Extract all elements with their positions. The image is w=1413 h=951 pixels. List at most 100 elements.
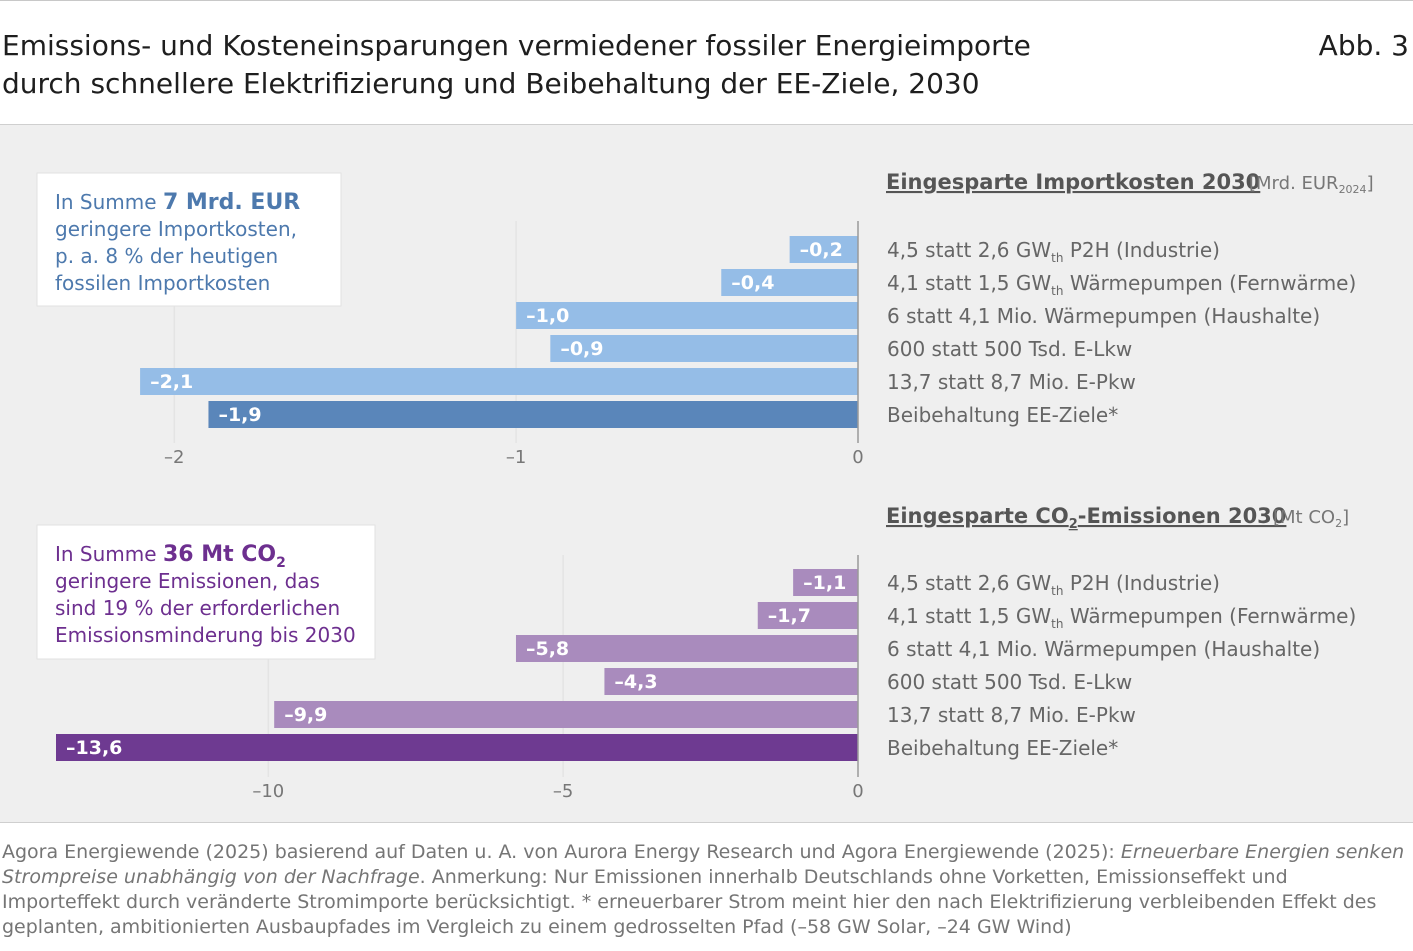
- chart-panel: In Summe 7 Mrd. EUR geringere Importkoste…: [0, 124, 1413, 823]
- summary-line: geringere Emissionen, das: [55, 569, 320, 593]
- tick-label: –10: [252, 781, 284, 802]
- bar: [793, 569, 858, 596]
- summary-box: [36, 172, 342, 307]
- value-label: –2,1: [150, 371, 193, 393]
- summary-line: sind 19 % der erforderlichen: [55, 596, 340, 620]
- chart-title: Eingesparte Importkosten 2030: [886, 170, 1260, 194]
- category-rest: Wärmepumpen (Fernwärme): [1063, 271, 1356, 295]
- category-text: Beibehaltung EE-Ziele*: [887, 403, 1118, 427]
- value-label: –13,6: [66, 737, 122, 759]
- source-text: Agora Energiewende (2025) basierend auf …: [2, 841, 1121, 863]
- top-rule: [0, 0, 1413, 1]
- chart-title-a: Eingesparte CO: [886, 504, 1069, 528]
- category-label: 6 statt 4,1 Mio. Wärmepumpen (Haushalte): [887, 304, 1320, 328]
- summary-prefix: In Summe: [55, 190, 163, 214]
- unit-main: [Mt CO: [1273, 507, 1335, 528]
- category-text: 4,1 statt 1,5 GW: [887, 604, 1051, 628]
- category-label: 600 statt 500 Tsd. E-Lkw: [887, 337, 1132, 361]
- category-text: 4,1 statt 1,5 GW: [887, 271, 1051, 295]
- tick-label: –2: [164, 447, 184, 468]
- value-label: –1,1: [803, 572, 846, 594]
- category-text: 6 statt 4,1 Mio. Wärmepumpen (Haushalte): [887, 637, 1320, 661]
- bar: [274, 701, 858, 728]
- category-rest: Wärmepumpen (Fernwärme): [1063, 604, 1356, 628]
- chart-title-sub: 2: [1069, 517, 1078, 532]
- summary-line: Emissionsminderung bis 2030: [55, 623, 356, 647]
- category-label: 13,7 statt 8,7 Mio. E-Pkw: [887, 370, 1136, 394]
- category-rest: P2H (Industrie): [1063, 238, 1219, 262]
- chart-unit: [Mrd. EUR2024]: [1249, 173, 1374, 196]
- chart-title-b: -Emissionen 2030: [1078, 504, 1287, 528]
- chart-unit: [Mt CO2]: [1273, 507, 1349, 530]
- source-title: Erneuerbare Energien senken Strompreise …: [2, 841, 1405, 888]
- summary-line: fossilen Importkosten: [55, 271, 270, 295]
- value-label: –1,7: [768, 605, 811, 627]
- summary-total: 36 Mt CO: [163, 542, 276, 567]
- figure-number: Abb. 3: [1318, 29, 1409, 62]
- chart-title: Eingesparte CO2-Emissionen 2030: [886, 504, 1286, 532]
- title-line-2: durch schnellere Elektrifizierung und Be…: [2, 67, 980, 100]
- category-text: 6 statt 4,1 Mio. Wärmepumpen (Haushalte): [887, 304, 1320, 328]
- summary-line: geringere Importkosten,: [55, 217, 297, 241]
- category-sub: th: [1051, 284, 1063, 298]
- tick-label: 0: [852, 781, 863, 802]
- bar: [721, 269, 858, 296]
- category-label: 6 statt 4,1 Mio. Wärmepumpen (Haushalte): [887, 637, 1320, 661]
- category-label: 600 statt 500 Tsd. E-Lkw: [887, 670, 1132, 694]
- value-label: –1,0: [526, 305, 569, 327]
- bar: [208, 401, 859, 428]
- category-label: 4,5 statt 2,6 GWth P2H (Industrie): [887, 238, 1220, 265]
- value-label: –0,4: [731, 272, 774, 294]
- category-text: 4,5 statt 2,6 GW: [887, 238, 1051, 262]
- category-sub: th: [1051, 251, 1063, 265]
- source-note: Agora Energiewende (2025) basierend auf …: [2, 840, 1410, 940]
- category-text: 13,7 statt 8,7 Mio. E-Pkw: [887, 370, 1136, 394]
- summary-box: [36, 524, 376, 660]
- bar: [789, 236, 858, 263]
- value-label: –9,9: [284, 704, 327, 726]
- tick-label: 0: [852, 447, 863, 468]
- unit-close: ]: [1342, 507, 1349, 528]
- bar: [140, 368, 858, 395]
- value-label: –4,3: [614, 671, 657, 693]
- summary-headline: In Summe 36 Mt CO2: [55, 542, 286, 571]
- category-text: 600 statt 500 Tsd. E-Lkw: [887, 337, 1132, 361]
- category-text: Beibehaltung EE-Ziele*: [887, 736, 1118, 760]
- bar: [515, 635, 858, 662]
- category-rest: P2H (Industrie): [1063, 571, 1219, 595]
- category-label: Beibehaltung EE-Ziele*: [887, 736, 1118, 760]
- category-text: 4,5 statt 2,6 GW: [887, 571, 1051, 595]
- unit-sub: 2: [1335, 517, 1342, 530]
- summary-total-sub: 2: [276, 555, 286, 571]
- category-text: 600 statt 500 Tsd. E-Lkw: [887, 670, 1132, 694]
- bar: [757, 602, 858, 629]
- value-label: –5,8: [526, 638, 569, 660]
- summary-total: 7 Mrd. EUR: [163, 190, 300, 215]
- title-line-1: Emissions- und Kosteneinsparungen vermie…: [2, 29, 1031, 62]
- summary-prefix: In Summe: [55, 542, 163, 566]
- note-text: . Anmerkung: Nur Emissionen innerhalb De…: [2, 866, 1377, 938]
- bar: [604, 668, 858, 695]
- page-title: Emissions- und Kosteneinsparungen vermie…: [2, 27, 1202, 103]
- category-label: 4,1 statt 1,5 GWth Wärmepumpen (Fernwärm…: [887, 271, 1356, 298]
- category-sub: th: [1051, 617, 1063, 631]
- category-label: Beibehaltung EE-Ziele*: [887, 403, 1118, 427]
- tick-label: –1: [506, 447, 526, 468]
- bar: [56, 734, 858, 761]
- unit-close: ]: [1367, 173, 1374, 194]
- summary-line: p. a. 8 % der heutigen: [55, 244, 278, 268]
- unit-main: [Mrd. EUR: [1249, 173, 1339, 194]
- bar: [516, 302, 858, 329]
- category-label: 4,5 statt 2,6 GWth P2H (Industrie): [887, 571, 1220, 598]
- category-label: 13,7 statt 8,7 Mio. E-Pkw: [887, 703, 1136, 727]
- value-label: –1,9: [218, 404, 261, 426]
- value-label: –0,9: [560, 338, 603, 360]
- value-label: –0,2: [800, 239, 843, 261]
- category-text: 13,7 statt 8,7 Mio. E-Pkw: [887, 703, 1136, 727]
- summary-headline: In Summe 7 Mrd. EUR: [55, 190, 300, 215]
- tick-label: –5: [553, 781, 573, 802]
- category-sub: th: [1051, 584, 1063, 598]
